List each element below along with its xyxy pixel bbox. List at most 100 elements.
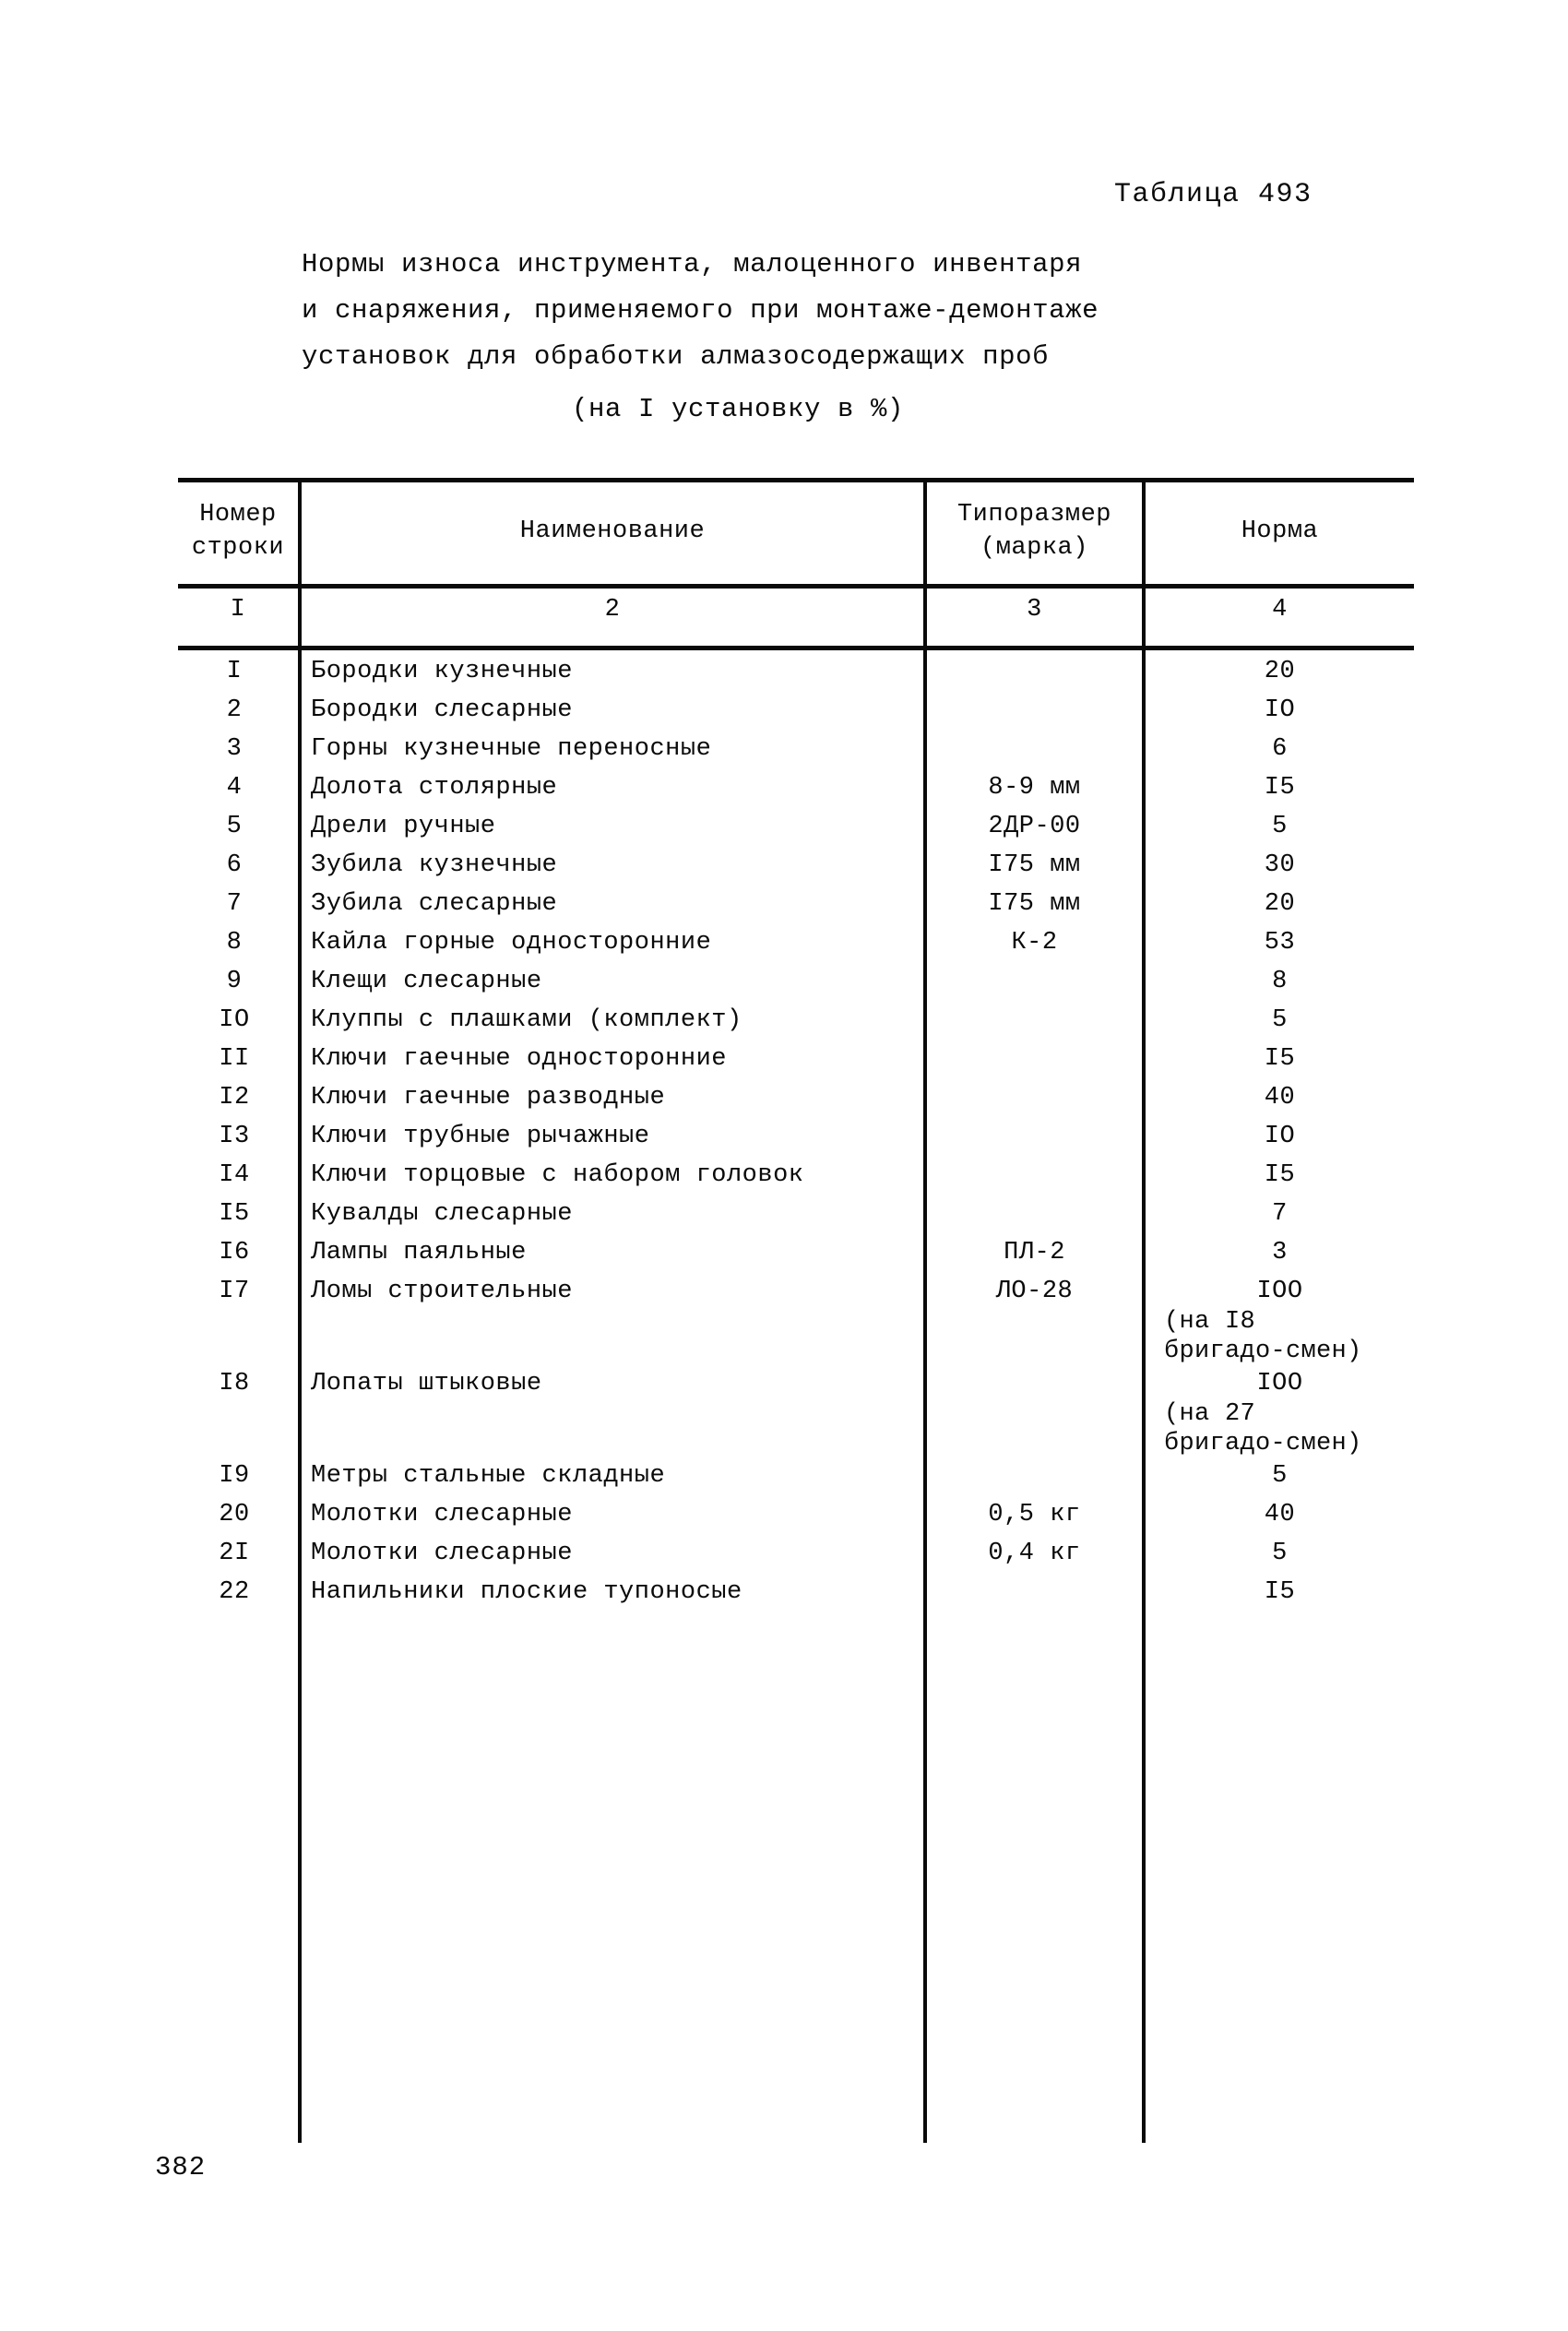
row-name-cell: Метры стальные складные <box>311 1462 666 1490</box>
row-number-cell: I5 <box>219 1200 250 1228</box>
row-number-cell: IO <box>219 1006 250 1034</box>
header-row-number: Номер строки <box>178 498 298 565</box>
row-norm-cell: I5 <box>1264 1161 1296 1189</box>
row-norm-cell: 7 <box>1272 1200 1288 1228</box>
row-norm-cell: 40 <box>1264 1501 1296 1528</box>
row-number-cell: I9 <box>219 1462 250 1490</box>
row-number-cell: I7 <box>219 1278 250 1305</box>
row-name-cell: Зубила слесарные <box>311 890 558 918</box>
row-number-cell: 3 <box>226 735 243 763</box>
row-name-cell: Напильники плоские тупоносые <box>311 1578 742 1606</box>
table-row: 3 Горны кузнечные переносные 6 <box>178 728 1414 767</box>
row-name-cell: Ключи гаечные односторонние <box>311 1045 727 1073</box>
row-number-cell: II <box>219 1045 250 1073</box>
row-norm-cell: 20 <box>1264 890 1296 918</box>
row-name-cell: Лампы паяльные <box>311 1239 527 1267</box>
column-number-2: 2 <box>604 596 621 624</box>
row-norm-cell: I5 <box>1264 774 1296 802</box>
table-row: 6 Зубила кузнечные I75 мм 30 <box>178 844 1414 883</box>
header-row-number-line2: строки <box>191 534 285 562</box>
row-norm-cell: I5 <box>1264 1578 1296 1606</box>
column-number-3: 3 <box>1027 596 1042 624</box>
row-number-cell: 4 <box>226 774 243 802</box>
row-type-size-cell: I75 мм <box>988 851 1081 879</box>
row-norm-cell: 5 <box>1272 1540 1288 1567</box>
header-type-size: Типоразмер (марка) <box>927 498 1142 565</box>
row-name-cell: Ключи торцовые с набором головок <box>311 1161 804 1189</box>
row-norm-cell: IO <box>1264 1123 1296 1150</box>
table-row: 8 Кайла горные односторонние К-2 53 <box>178 922 1414 960</box>
row-number-cell: 2 <box>226 696 243 724</box>
page-number: 382 <box>155 2152 207 2182</box>
row-norm-cell: 3 <box>1272 1239 1288 1267</box>
row-norm-cell: 30 <box>1264 851 1296 879</box>
row-type-size-cell: ЛО-28 <box>995 1278 1074 1305</box>
table-row: I9 Метры стальные складные 5 <box>178 1455 1414 1493</box>
table-row: I4 Ключи торцовые с набором головок I5 <box>178 1154 1414 1193</box>
table-row: 2 Бородки слесарные IO <box>178 689 1414 728</box>
row-number-cell: I3 <box>219 1123 250 1150</box>
row-name-cell: Кувалды слесарные <box>311 1200 573 1228</box>
row-name-cell: Дрели ручные <box>311 813 496 840</box>
document-title: Нормы износа инструмента, малоценного ин… <box>302 242 1279 380</box>
table-row: I3 Ключи трубные рычажные IO <box>178 1115 1414 1154</box>
row-name-cell: Ключи гаечные разводные <box>311 1084 666 1112</box>
row-type-size-cell: 0,4 кг <box>988 1540 1081 1567</box>
table-row: 20 Молотки слесарные 0,5 кг 40 <box>178 1493 1414 1532</box>
row-name-cell: Зубила кузнечные <box>311 851 558 879</box>
row-name-cell: Бородки слесарные <box>311 696 573 724</box>
column-number-4: 4 <box>1272 596 1288 624</box>
row-name-cell: Клещи слесарные <box>311 968 542 995</box>
table-row: I5 Кувалды слесарные 7 <box>178 1193 1414 1231</box>
row-name-cell: Ключи трубные рычажные <box>311 1123 650 1150</box>
table-row: IO Клуппы с плашками (комплект) 5 <box>178 999 1414 1038</box>
row-type-size-cell: I75 мм <box>988 890 1081 918</box>
row-name-cell: Молотки слесарные <box>311 1540 573 1567</box>
row-name-cell: Молотки слесарные <box>311 1501 573 1528</box>
table-row: 4 Долота столярные 8-9 мм I5 <box>178 767 1414 805</box>
row-norm-note: (на 27 бригадо-смен) <box>1164 1400 1362 1457</box>
row-number-cell: 22 <box>219 1578 250 1606</box>
row-norm-cell: 5 <box>1272 1006 1288 1034</box>
row-name-cell: Ломы строительные <box>311 1278 573 1305</box>
row-number-cell: 2I <box>219 1540 250 1567</box>
column-divider-3 <box>1142 482 1146 2143</box>
row-type-size-cell: 8-9 мм <box>988 774 1081 802</box>
row-name-cell: Лопаты штыковые <box>311 1370 542 1397</box>
table-row: 2I Молотки слесарные 0,4 кг 5 <box>178 1532 1414 1571</box>
document-subtitle: (на I установку в %) <box>572 394 905 424</box>
table-row: I7 Ломы строительные ЛО-28 IOO (на I8 бригад… <box>178 1270 1414 1365</box>
table-row: 5 Дрели ручные 2ДР-00 5 <box>178 805 1414 844</box>
row-norm-cell: IOO <box>1256 1278 1303 1305</box>
row-type-size-cell: ПЛ-2 <box>1004 1239 1065 1267</box>
table-row: I8 Лопаты штыковые IOO (на 27 бригадо-смен) <box>178 1362 1414 1457</box>
row-norm-cell: IO <box>1264 696 1296 724</box>
table-number-label: Таблица 493 <box>1114 179 1313 210</box>
row-norm-cell: I5 <box>1264 1045 1296 1073</box>
row-number-cell: I8 <box>219 1370 250 1397</box>
table-row: I6 Лампы паяльные ПЛ-2 3 <box>178 1231 1414 1270</box>
row-number-cell: I6 <box>219 1239 250 1267</box>
row-number-cell: 7 <box>226 890 243 918</box>
row-norm-cell: 20 <box>1264 658 1296 685</box>
header-row-number-line1: Номер <box>199 501 277 529</box>
row-number-cell: I2 <box>219 1084 250 1112</box>
column-divider-1 <box>298 482 302 2143</box>
row-norm-cell: 6 <box>1272 735 1288 763</box>
row-norm-note: (на I8 бригадо-смен) <box>1164 1308 1362 1365</box>
row-name-cell: Кайла горные односторонние <box>311 929 712 957</box>
table-row: II Ключи гаечные односторонние I5 <box>178 1038 1414 1076</box>
row-number-cell: 8 <box>226 929 243 957</box>
table-row: 9 Клещи слесарные 8 <box>178 960 1414 999</box>
table-row: I2 Ключи гаечные разводные 40 <box>178 1076 1414 1115</box>
header-norm: Норма <box>1241 517 1319 545</box>
row-name-cell: Бородки кузнечные <box>311 658 573 685</box>
row-name-cell: Клуппы с плашками (комплект) <box>311 1006 742 1034</box>
table-rule-bottom <box>178 646 1414 650</box>
row-norm-cell: 40 <box>1264 1084 1296 1112</box>
row-norm-cell: 53 <box>1264 929 1296 957</box>
row-name-cell: Долота столярные <box>311 774 558 802</box>
table-row: 22 Напильники плоские тупоносые I5 <box>178 1571 1414 1610</box>
table-rule-middle <box>178 584 1414 589</box>
